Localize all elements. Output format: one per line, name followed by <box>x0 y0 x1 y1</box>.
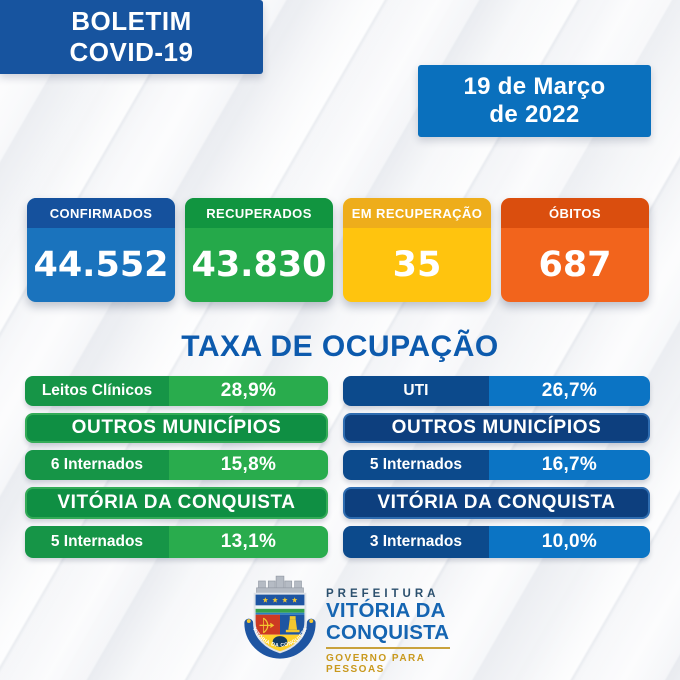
occupancy-row-vdc-internados: 3 Internados 10,0% <box>343 526 650 558</box>
bulletin-date-line2: de 2022 <box>489 101 580 128</box>
occupancy-band-outros-municipios: OUTROS MUNICÍPIOS <box>25 413 328 443</box>
occupancy-column-clinical: Leitos Clínicos 28,9% OUTROS MUNICÍPIOS … <box>25 376 328 558</box>
occupancy-value: 16,7% <box>488 450 650 480</box>
occupancy-row-vdc-internados: 5 Internados 13,1% <box>25 526 328 558</box>
city-crest-icon: VITÓRIA DA CONQUISTA <box>244 575 316 659</box>
crest-ribbon <box>244 618 316 659</box>
occupancy-value: 28,9% <box>168 376 328 406</box>
stat-label-em-recuperacao: EM RECUPERAÇÃO <box>343 198 491 228</box>
crest-lighthouse <box>285 616 300 633</box>
occupancy-value: 13,1% <box>168 526 328 558</box>
bulletin-title-line2: COVID-19 <box>69 37 194 67</box>
city-name-line2: CONQUISTA <box>326 620 450 644</box>
gold-divider <box>326 647 450 650</box>
occupancy-row-outros-internados: 6 Internados 15,8% <box>25 450 328 480</box>
occupancy-row-outros-internados: 5 Internados 16,7% <box>343 450 650 480</box>
stat-label-recuperados: RECUPERADOS <box>185 198 333 228</box>
stat-card-recuperados: RECUPERADOS 43.830 <box>185 198 333 302</box>
occupancy-label: Leitos Clínicos <box>25 376 169 406</box>
stat-value-obitos: 687 <box>538 245 612 285</box>
occupancy-row-leitos-clinicos: Leitos Clínicos 28,9% <box>25 376 328 406</box>
stat-card-obitos: ÓBITOS 687 <box>501 198 649 302</box>
occupancy-row-uti: UTI 26,7% <box>343 376 650 406</box>
occupancy-value: 15,8% <box>168 450 328 480</box>
occupancy-band-outros-municipios: OUTROS MUNICÍPIOS <box>343 413 650 443</box>
occupancy-label: 5 Internados <box>25 526 169 558</box>
occupancy-label: 6 Internados <box>25 450 169 480</box>
occupancy-label: UTI <box>343 376 489 406</box>
occupancy-band-vitoria-da-conquista: VITÓRIA DA CONQUISTA <box>25 487 328 519</box>
occupancy-label: 5 Internados <box>343 450 489 480</box>
bulletin-title-box: BOLETIM COVID-19 <box>0 0 263 74</box>
city-name-line1: VITÓRIA DA <box>326 599 446 622</box>
occupancy-title: TAXA DE OCUPAÇÃO <box>181 330 499 363</box>
occupancy-column-uti: UTI 26,7% OUTROS MUNICÍPIOS 5 Internados… <box>343 376 650 558</box>
occupancy-label: 3 Internados <box>343 526 489 558</box>
prefeitura-label: PREFEITURA <box>326 588 440 600</box>
crest-crown <box>256 575 304 595</box>
occupancy-value: 26,7% <box>488 376 650 406</box>
stat-value-em-recuperacao: 35 <box>392 245 442 285</box>
occupancy-value: 10,0% <box>488 526 650 558</box>
prefeitura-logo-text: PREFEITURA VITÓRIA DA CONQUISTA GOVERNO … <box>326 588 456 675</box>
stat-value-confirmados: 44.552 <box>33 245 169 285</box>
occupancy-band-vitoria-da-conquista: VITÓRIA DA CONQUISTA <box>343 487 650 519</box>
crest-bow-arrow <box>259 617 275 634</box>
stat-card-em-recuperacao: EM RECUPERAÇÃO 35 <box>343 198 491 302</box>
stat-value-recuperados: 43.830 <box>191 245 327 285</box>
stat-label-obitos: ÓBITOS <box>501 198 649 228</box>
bulletin-date-line1: 19 de Março <box>463 72 606 100</box>
bulletin-title-line1: BOLETIM <box>71 6 192 37</box>
government-slogan: GOVERNO PARA PESSOAS <box>326 653 426 676</box>
bulletin-date-box: 19 de Março de 2022 <box>418 65 651 137</box>
stat-label-confirmados: CONFIRMADOS <box>27 198 175 228</box>
stat-card-confirmados: CONFIRMADOS 44.552 <box>27 198 175 302</box>
